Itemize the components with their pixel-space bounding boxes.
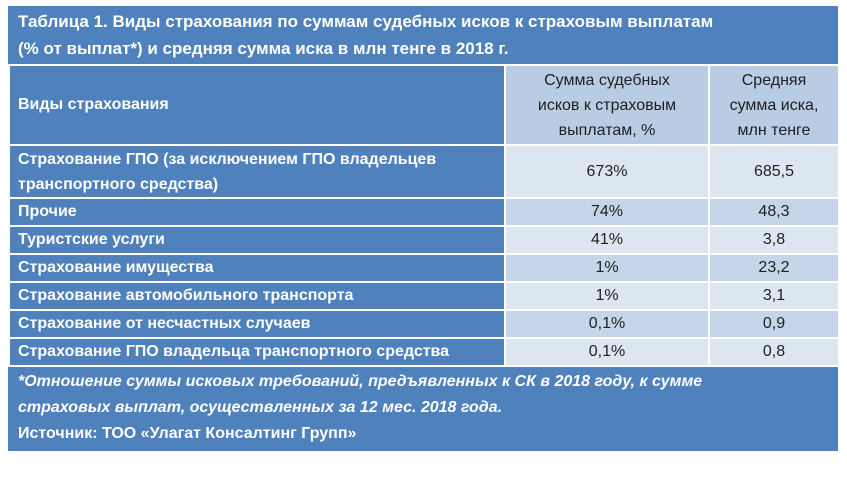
row-avg: 0,8 [708,337,840,367]
row-avg: 23,2 [708,253,840,283]
row-pct: 0,1% [504,337,710,367]
row-label: Туристские услуги [8,225,506,255]
table-row: Страхование имущества 1% 23,2 [8,253,840,283]
footnote-line-2: страховых выплат, осуществленных за 12 м… [18,399,503,416]
header-average-claim: Средняя сумма иска, млн тенге [708,64,840,146]
row-label: Страхование автомобильного транспорта [8,281,506,311]
row-label: Прочие [8,197,506,227]
table-row: Прочие 74% 48,3 [8,197,840,227]
footnote-line-1: *Отношение суммы исковых требований, пре… [18,373,703,390]
header-row: Виды страхования Сумма судебных исков к … [8,64,840,146]
row-avg: 48,3 [708,197,840,227]
row-avg: 3,8 [708,225,840,255]
row-pct: 41% [504,225,710,255]
row-label: Страхование ГПО (за исключением ГПО влад… [8,144,506,199]
insurance-table: Виды страхования Сумма судебных исков к … [8,64,840,367]
row-label-line2: транспортного средства) [18,175,219,193]
table-row: Страхование ГПО (за исключением ГПО влад… [8,144,840,199]
title-line-1: Таблица 1. Виды страхования по суммам су… [18,12,714,31]
row-avg: 685,5 [708,144,840,199]
header-average-claim-line2: сумма иска, [729,96,819,114]
table-row: Туристские услуги 41% 3,8 [8,225,840,255]
title-line-2: (% от выплат*) и средняя сумма иска в мл… [18,39,509,58]
row-label: Страхование от несчастных случаев [8,309,506,339]
header-claims-ratio-line1: Сумма судебных [544,71,670,89]
source-line: Источник: ТОО «Улагат Консалтинг Групп» [18,425,357,442]
row-avg: 0,9 [708,309,840,339]
header-claims-ratio-line2: исков к страховым [537,96,677,114]
header-insurance-types: Виды страхования [8,64,506,146]
table-footer: *Отношение суммы исковых требований, пре… [8,367,838,451]
row-label: Страхование имущества [8,253,506,283]
row-pct: 0,1% [504,309,710,339]
row-pct: 74% [504,197,710,227]
header-average-claim-line1: Средняя [741,71,807,89]
row-avg: 3,1 [708,281,840,311]
header-average-claim-line3: млн тенге [737,121,811,139]
table-row: Страхование автомобильного транспорта 1%… [8,281,840,311]
header-claims-ratio: Сумма судебных исков к страховым выплата… [504,64,710,146]
insurance-table-document: Таблица 1. Виды страхования по суммам су… [8,6,840,451]
row-pct: 1% [504,253,710,283]
row-label: Страхование ГПО владельца транспортного … [8,337,506,367]
table-title: Таблица 1. Виды страхования по суммам су… [8,6,838,64]
row-pct: 1% [504,281,710,311]
table-row: Страхование ГПО владельца транспортного … [8,337,840,367]
row-label-line1: Страхование ГПО (за исключением ГПО влад… [18,150,437,168]
header-claims-ratio-line3: выплатам, % [558,121,656,139]
row-pct: 673% [504,144,710,199]
table-row: Страхование от несчастных случаев 0,1% 0… [8,309,840,339]
